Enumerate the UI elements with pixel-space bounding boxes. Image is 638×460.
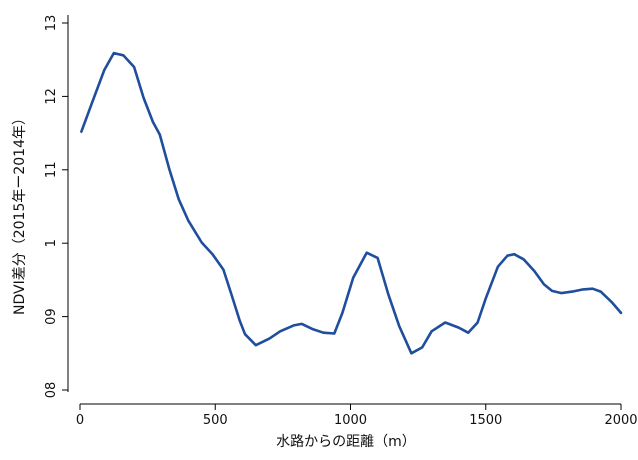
x-tick-label: 1000 [334,413,367,428]
x-tick-label: 0 [76,413,84,428]
x-axis-ticks: 0 500 1000 1500 2000 [76,404,638,428]
x-tick-label: 2000 [604,413,637,428]
y-tick-label: 09 [44,308,59,325]
series-line [80,51,623,355]
x-tick-label: 1500 [469,413,502,428]
y-axis-title: NDVI差分（2015年ー2014年） [12,111,28,315]
y-tick-label: 08 [44,382,59,399]
series-layer [80,51,623,355]
x-tick-label: 500 [203,413,228,428]
y-tick-label: 1 [44,239,59,247]
y-tick-label: 12 [44,88,59,105]
y-tick-label: 13 [44,15,59,32]
y-tick-label: 11 [44,162,59,179]
x-axis-title: 水路からの距離（m） [276,433,416,450]
